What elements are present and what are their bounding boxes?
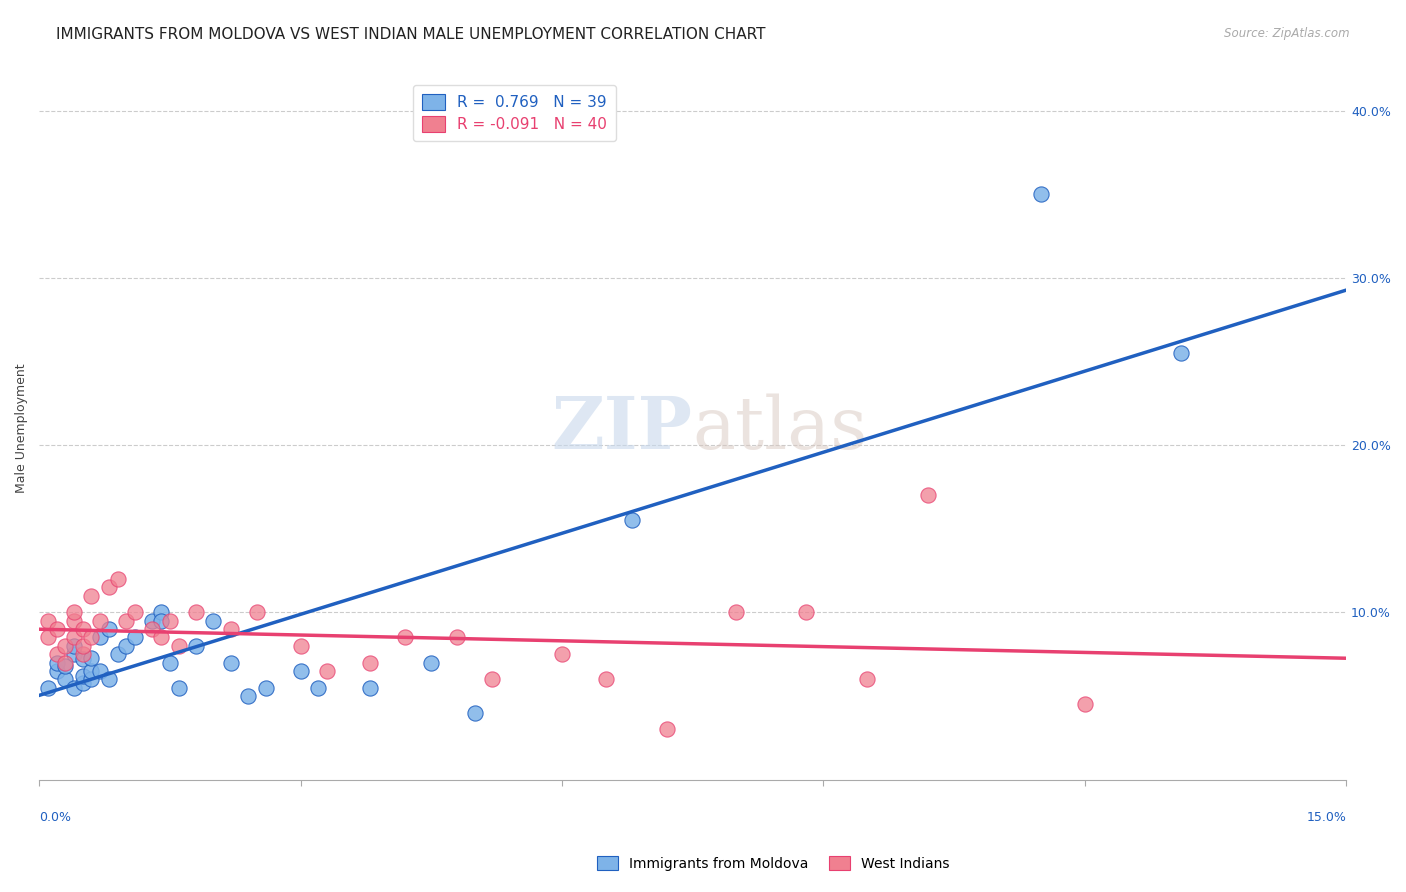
Point	[246, 606, 269, 620]
Point	[359, 656, 381, 670]
Point	[37, 631, 59, 645]
Point	[107, 647, 129, 661]
Point	[150, 614, 173, 628]
Point	[97, 580, 120, 594]
Point	[446, 631, 468, 645]
Point	[464, 706, 486, 720]
Point	[80, 589, 103, 603]
Point	[159, 656, 181, 670]
Point	[107, 572, 129, 586]
Point	[551, 647, 574, 661]
Point	[481, 673, 503, 687]
Point	[420, 656, 443, 670]
Point	[97, 673, 120, 687]
Point	[63, 631, 86, 645]
Point	[725, 606, 748, 620]
Point	[115, 639, 138, 653]
Point	[315, 664, 337, 678]
Point	[53, 659, 76, 673]
Point	[1170, 346, 1192, 360]
Point	[856, 673, 879, 687]
Point	[219, 622, 242, 636]
Point	[620, 513, 643, 527]
Point	[917, 488, 939, 502]
Text: IMMIGRANTS FROM MOLDOVA VS WEST INDIAN MALE UNEMPLOYMENT CORRELATION CHART: IMMIGRANTS FROM MOLDOVA VS WEST INDIAN M…	[56, 27, 766, 42]
Point	[167, 681, 190, 695]
Point	[1031, 187, 1053, 202]
Point	[63, 606, 86, 620]
Point	[394, 631, 416, 645]
Point	[45, 622, 67, 636]
Point	[45, 664, 67, 678]
Point	[219, 656, 242, 670]
Point	[290, 639, 312, 653]
Point	[97, 622, 120, 636]
Point	[45, 647, 67, 661]
Point	[141, 622, 163, 636]
Point	[238, 689, 260, 703]
Point	[72, 647, 94, 661]
Point	[141, 614, 163, 628]
Point	[37, 681, 59, 695]
Point	[80, 664, 103, 678]
Point	[254, 681, 277, 695]
Point	[72, 639, 94, 653]
Point	[72, 652, 94, 666]
Point	[89, 664, 111, 678]
Point	[53, 639, 76, 653]
Point	[80, 631, 103, 645]
Point	[72, 669, 94, 683]
Point	[53, 656, 76, 670]
Point	[202, 614, 225, 628]
Point	[72, 675, 94, 690]
Text: ZIP: ZIP	[551, 393, 693, 464]
Point	[37, 614, 59, 628]
Point	[80, 650, 103, 665]
Point	[124, 606, 146, 620]
Point	[359, 681, 381, 695]
Legend: R =  0.769   N = 39, R = -0.091   N = 40: R = 0.769 N = 39, R = -0.091 N = 40	[413, 85, 616, 142]
Point	[53, 673, 76, 687]
Point	[794, 606, 817, 620]
Point	[159, 614, 181, 628]
Point	[45, 656, 67, 670]
Text: 0.0%: 0.0%	[39, 811, 72, 824]
Point	[290, 664, 312, 678]
Point	[63, 639, 86, 653]
Point	[115, 614, 138, 628]
Legend: Immigrants from Moldova, West Indians: Immigrants from Moldova, West Indians	[592, 850, 955, 876]
Point	[124, 631, 146, 645]
Text: atlas: atlas	[693, 393, 868, 464]
Point	[89, 631, 111, 645]
Point	[184, 606, 207, 620]
Point	[150, 606, 173, 620]
Text: 15.0%: 15.0%	[1306, 811, 1347, 824]
Text: Source: ZipAtlas.com: Source: ZipAtlas.com	[1225, 27, 1350, 40]
Point	[80, 673, 103, 687]
Point	[72, 622, 94, 636]
Point	[63, 614, 86, 628]
Point	[184, 639, 207, 653]
Point	[167, 639, 190, 653]
Point	[150, 631, 173, 645]
Point	[307, 681, 329, 695]
Point	[63, 647, 86, 661]
Point	[655, 723, 678, 737]
Y-axis label: Male Unemployment: Male Unemployment	[15, 364, 28, 493]
Point	[595, 673, 617, 687]
Point	[63, 681, 86, 695]
Point	[89, 614, 111, 628]
Point	[1074, 698, 1097, 712]
